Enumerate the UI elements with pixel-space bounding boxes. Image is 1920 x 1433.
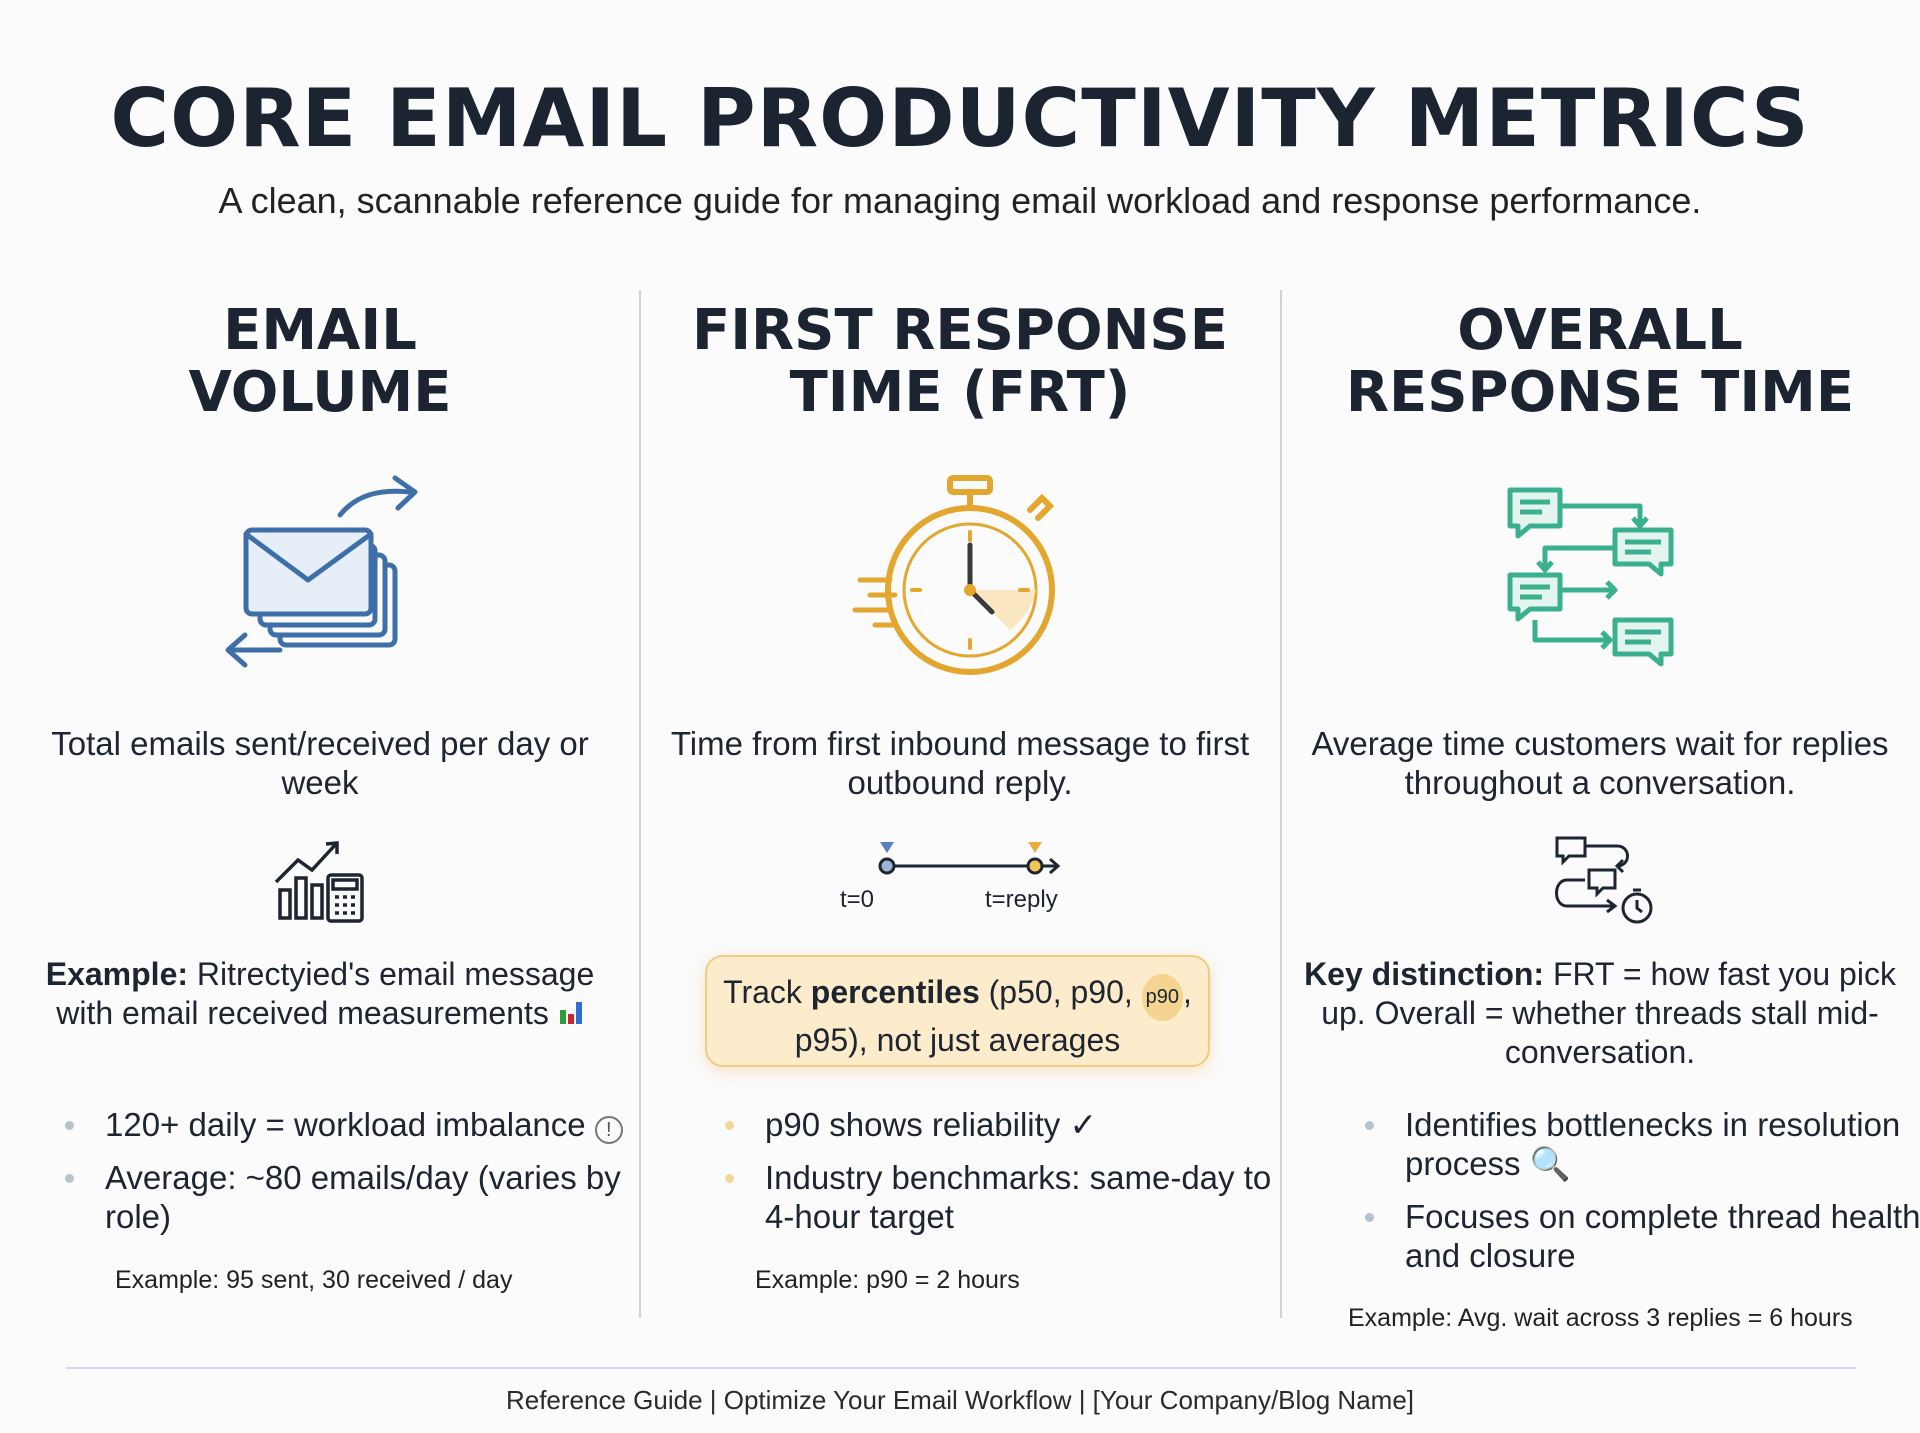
conversation-flow-icon bbox=[1300, 470, 1900, 690]
column-overall-response-time: OVERALL RESPONSE TIME Average time custom… bbox=[1300, 298, 1920, 1333]
envelope-stack-arrows-icon bbox=[20, 470, 620, 690]
column-email-volume: EMAIL VOLUME Total emails sent/received p… bbox=[20, 298, 623, 1294]
stopwatch-icon bbox=[660, 470, 1260, 690]
bar-chart-emoji-icon bbox=[558, 996, 584, 1035]
bullet-list: Identifies bottlenecks in resolution pro… bbox=[1365, 1105, 1920, 1289]
example-note: Example: p90 = 2 hours bbox=[755, 1266, 1020, 1294]
bullet-item: Identifies bottlenecks in resolution pro… bbox=[1365, 1105, 1920, 1183]
footer-divider bbox=[66, 1367, 1856, 1369]
column-description: Time from first inbound message to first… bbox=[670, 725, 1250, 801]
p90-badge: p90 bbox=[1141, 974, 1184, 1021]
end-marker-icon bbox=[1028, 842, 1042, 853]
warning-circle-icon: ! bbox=[594, 1116, 623, 1144]
column-title: FIRST RESPONSE TIME (FRT) bbox=[691, 298, 1229, 425]
page-subtitle: A clean, scannable reference guide for m… bbox=[218, 180, 1702, 221]
column-divider bbox=[639, 290, 641, 1318]
example-text: Example: Ritrectyied's email message wit… bbox=[20, 955, 620, 1035]
footer-text: Reference Guide | Optimize Your Email Wo… bbox=[505, 1385, 1415, 1415]
key-distinction-text: Key distinction: FRT = how fast you pick… bbox=[1304, 956, 1896, 1070]
column-title: EMAIL VOLUME bbox=[188, 298, 452, 425]
bullet-item: 120+ daily = workload imbalance ! bbox=[65, 1105, 635, 1144]
timeline-diagram bbox=[660, 838, 1260, 878]
example-note: Example: 95 sent, 30 received / day bbox=[115, 1266, 513, 1294]
percentile-callout: Track percentiles (p50, p90, p90, p95), … bbox=[705, 955, 1210, 1067]
bullet-item: p90 shows reliability ✓ bbox=[725, 1105, 1295, 1144]
bullet-list: 120+ daily = workload imbalance ! Averag… bbox=[65, 1105, 635, 1250]
bullet-list: p90 shows reliability ✓ Industry benchma… bbox=[725, 1105, 1295, 1250]
chat-cycle-timer-icon bbox=[1300, 830, 1900, 925]
column-description: Total emails sent/received per day or we… bbox=[51, 725, 589, 801]
bullet-item: Focuses on complete thread health and cl… bbox=[1365, 1197, 1920, 1275]
column-title: OVERALL RESPONSE TIME bbox=[1345, 298, 1855, 425]
bullet-item: Industry benchmarks: same-day to 4-hour … bbox=[725, 1158, 1295, 1236]
column-description: Average time customers wait for replies … bbox=[1311, 725, 1889, 801]
chart-calculator-icon bbox=[20, 830, 620, 925]
start-marker-icon bbox=[880, 842, 894, 853]
example-note: Example: Avg. wait across 3 replies = 6 … bbox=[1348, 1304, 1853, 1332]
bullet-item: Average: ~80 emails/day (varies by role) bbox=[65, 1158, 635, 1236]
column-divider bbox=[1280, 290, 1282, 1318]
timeline-start-label: t=0 bbox=[840, 886, 875, 913]
column-first-response-time: FIRST RESPONSE TIME (FRT) Time from first… bbox=[660, 298, 1271, 1295]
timeline-end-label: t=reply bbox=[985, 886, 1058, 913]
page-title: CORE EMAIL PRODUCTIVITY METRICS bbox=[110, 72, 1810, 165]
